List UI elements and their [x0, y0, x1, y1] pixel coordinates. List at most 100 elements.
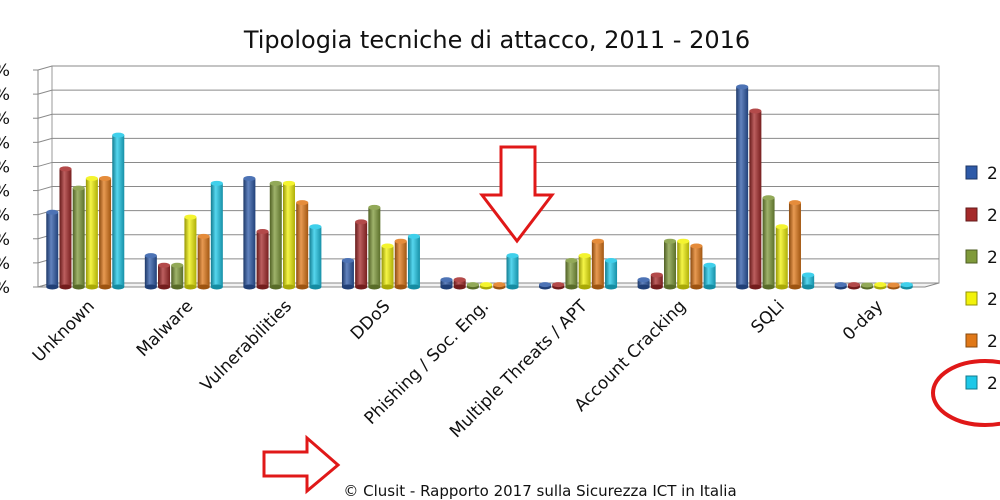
bar: [664, 238, 677, 290]
bar: [874, 282, 887, 290]
bar: [650, 272, 663, 290]
bar: [282, 180, 295, 290]
bar: [158, 262, 171, 290]
bar: [539, 282, 552, 290]
bar: [355, 219, 368, 290]
y-tick-label: %: [0, 278, 10, 298]
legend-entry: 2: [965, 248, 998, 268]
bar: [184, 214, 197, 290]
bar: [637, 277, 650, 290]
bar: [453, 277, 466, 290]
gridline: [37, 89, 939, 95]
bars: [46, 84, 913, 290]
bar: [112, 132, 125, 290]
legend-entry: 2: [965, 374, 998, 394]
bar: [834, 282, 847, 290]
bar: [171, 262, 184, 290]
legend-swatch: [965, 165, 978, 180]
bar: [381, 243, 394, 290]
bar: [887, 282, 900, 290]
bar: [256, 229, 269, 290]
legend: 2 2 2 2 2 2: [965, 164, 998, 394]
bar: [703, 262, 716, 290]
annotations: [262, 145, 1000, 495]
gridline: [37, 186, 939, 192]
category-label: 0-day: [839, 296, 887, 344]
legend-swatch: [965, 249, 978, 264]
gridline: [37, 113, 939, 119]
bar: [605, 257, 618, 290]
bar: [578, 253, 591, 290]
category-label: Account Cracking: [571, 296, 690, 415]
chart-title: Tipologia tecniche di attacco, 2011 - 20…: [243, 26, 750, 54]
bar: [309, 224, 322, 290]
bar: [847, 282, 860, 290]
bar: [341, 257, 354, 290]
legend-circle-annotation: [931, 359, 1000, 427]
bar: [690, 243, 703, 290]
legend-swatch: [965, 375, 978, 390]
legend-swatch: [965, 291, 978, 306]
y-tick-label: %: [0, 157, 10, 177]
y-tick-label: %: [0, 85, 10, 105]
legend-entry: 2: [965, 164, 998, 184]
category-labels: Unknown Malware Vulnerabilities DDoSPhishin…: [29, 296, 887, 442]
y-tick-label: %: [0, 182, 10, 202]
legend-label: 2: [987, 248, 998, 268]
down-arrow-annotation: [478, 145, 556, 244]
gridline: [37, 137, 939, 143]
bar: [72, 185, 85, 290]
legend-entry: 2: [965, 290, 998, 310]
bar: [210, 180, 223, 290]
legend-entry: 2: [965, 332, 998, 352]
category-label: SQLi: [747, 296, 788, 337]
bar: [736, 84, 749, 290]
bar: [552, 282, 565, 290]
plot-background: [37, 65, 940, 288]
y-tick-label: %: [0, 109, 10, 129]
legend-label: 2: [987, 164, 998, 184]
bar: [144, 253, 157, 290]
legend-swatch: [965, 333, 978, 348]
bar: [762, 195, 775, 290]
copyright-footer: © Clusit - Rapporto 2017 sulla Sicurezza…: [343, 482, 736, 500]
right-arrow-annotation: [262, 434, 341, 495]
legend-entry: 2: [965, 206, 998, 226]
category-label: Vulnerabilities: [197, 296, 296, 395]
gridline: [37, 161, 939, 167]
bar: [440, 277, 453, 290]
y-axis-ticks: %%%%%%%%%%: [0, 61, 38, 298]
y-tick-label: %: [0, 254, 10, 274]
bar: [775, 224, 788, 290]
category-label: Malware: [133, 296, 198, 361]
bar: [900, 282, 913, 290]
legend-swatch: [965, 207, 978, 222]
bar: [677, 238, 690, 290]
bar: [861, 282, 874, 290]
y-tick-label: %: [0, 206, 10, 226]
gridline: [37, 65, 939, 71]
legend-label: 2: [987, 290, 998, 310]
bar: [407, 233, 420, 290]
bar: [749, 108, 762, 290]
bar: [493, 282, 506, 290]
bar: [591, 238, 604, 290]
y-tick-label: %: [0, 133, 10, 153]
bar: [296, 200, 309, 290]
bar: [788, 200, 801, 290]
bar: [802, 272, 815, 290]
bar: [506, 253, 519, 290]
y-tick-label: %: [0, 230, 10, 250]
bar: [368, 204, 381, 290]
bar: [99, 176, 112, 290]
bar: [394, 238, 407, 290]
legend-label: 2: [987, 374, 998, 394]
category-label: DDoS: [347, 296, 395, 344]
bar: [565, 257, 578, 290]
legend-label: 2: [987, 332, 998, 352]
bar: [197, 233, 210, 290]
category-label: Unknown: [29, 296, 99, 366]
bar: [243, 176, 256, 290]
legend-label: 2: [987, 206, 998, 226]
